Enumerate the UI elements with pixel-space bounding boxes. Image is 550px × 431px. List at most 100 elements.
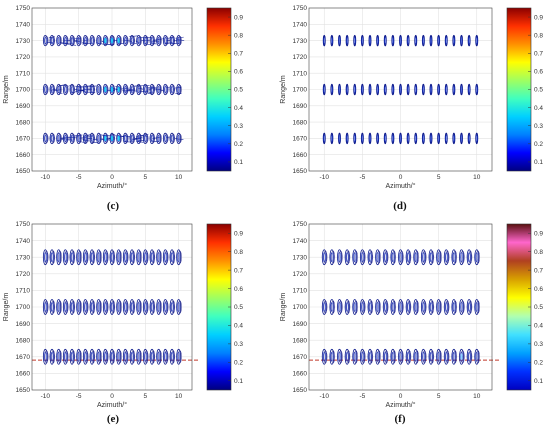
contour-blob-outer [171,350,176,364]
contour-blob [405,348,411,365]
x-tick-label: 5 [437,393,441,400]
y-tick-label: 1750 [16,221,31,228]
contour-blob-outer [171,35,176,46]
x-tick-label: 10 [473,393,481,400]
contour-trace [71,38,81,40]
contour-blob [338,83,341,96]
y-tick-label: 1730 [293,254,308,261]
colorbar-tick-label: 0.7 [234,267,243,274]
contour-blob-outer [138,300,142,314]
contour-blob-outer [476,250,480,264]
contour-blob-inner [346,86,348,93]
contour-blob-outer [84,133,89,144]
contour-blob-outer [445,350,450,364]
contour-blob-outer [64,300,69,314]
contour-blob-inner [376,37,379,45]
contour-blob-outer [118,350,122,364]
contour-blob [452,132,456,145]
contour-blob-outer [407,250,412,264]
contour-blob-outer [323,300,328,314]
contour-blob-outer [98,133,102,144]
contour-blob [169,299,175,315]
contour-blob [56,299,62,315]
contour-blob [102,249,108,266]
contour-blob-outer [346,350,351,364]
contour-blob-outer [158,250,162,264]
contour-blob [102,83,108,96]
contour-blob-outer [361,350,366,364]
contour-blob-inner [407,134,409,142]
contour-blob-inner [399,86,402,93]
contour-blob [437,132,441,145]
contour-blob [129,132,135,145]
colorbar-tick-label: 0.1 [534,378,543,385]
contour-blob-outer [392,350,396,364]
contour-blob [82,34,88,47]
contour-peak [117,37,120,44]
contour-blob-outer [407,350,412,364]
contour-blob [122,132,128,145]
contour-blob-outer [124,250,129,264]
contour-blob [353,132,357,145]
contour-blob [391,83,395,96]
x-tick-label: 5 [144,393,148,400]
y-tick-label: 1680 [16,119,31,126]
contour-blob [368,83,372,96]
colorbar-tick-label: 0.6 [234,286,243,293]
contour-blob [344,348,350,365]
y-tick-label: 1690 [16,103,31,110]
x-tick-label: 10 [175,393,183,400]
contour-blob [169,132,175,145]
contour-blob-outer [131,350,136,364]
colorbar-tick-label: 0.4 [234,105,243,112]
contour-blob [176,299,182,315]
contour-blob [344,299,350,315]
contour-blob [452,34,456,47]
contour-blob [116,348,122,365]
contour-blob [42,132,48,145]
contour-blob-outer [437,250,442,264]
contour-blob-outer [178,84,182,95]
contour-blob [62,132,68,145]
contour-blob-outer [84,84,89,95]
contour-blob-outer [151,133,156,144]
contour-blob [69,83,75,96]
contour-blob [176,83,182,96]
contour-blob-outer [71,250,76,264]
contour-blob [398,249,403,266]
contour-blob-outer [164,350,169,364]
contour-blob-outer [338,250,343,264]
contour-blob [156,348,162,365]
contour-blob [414,34,418,47]
colorbar-tick-label: 0.6 [534,286,543,293]
contour-blob [345,132,349,145]
colorbar-tick-label: 0.7 [534,267,543,274]
contour-blob [116,299,122,315]
contour-blob [116,83,122,96]
x-axis-label: Azimuth/° [385,401,415,409]
contour-blob-outer [98,300,102,314]
contour-blob [367,249,373,266]
contour-blob-inner [353,37,356,45]
contour-blob [405,299,411,315]
contour-blob [360,132,364,145]
x-tick-label: -5 [76,174,82,181]
contour-blob [96,83,102,96]
contour-blob [367,348,373,365]
contour-blob [156,249,162,266]
contour-blob-outer [44,133,49,144]
contour-blob [149,34,155,47]
contour-blob [329,249,335,266]
contour-blob [352,348,358,365]
contour-row [42,348,182,365]
y-tick-label: 1670 [293,136,308,143]
contour-blob-outer [399,250,404,264]
contour-blob-inner [384,134,387,142]
contour-blob [56,132,62,145]
contour-blob-outer [392,300,396,314]
contour-blob-inner [331,134,333,142]
contour-blob [459,299,464,315]
contour-blob [406,83,410,96]
contour-blob [109,83,115,96]
contour-blob [129,299,135,315]
